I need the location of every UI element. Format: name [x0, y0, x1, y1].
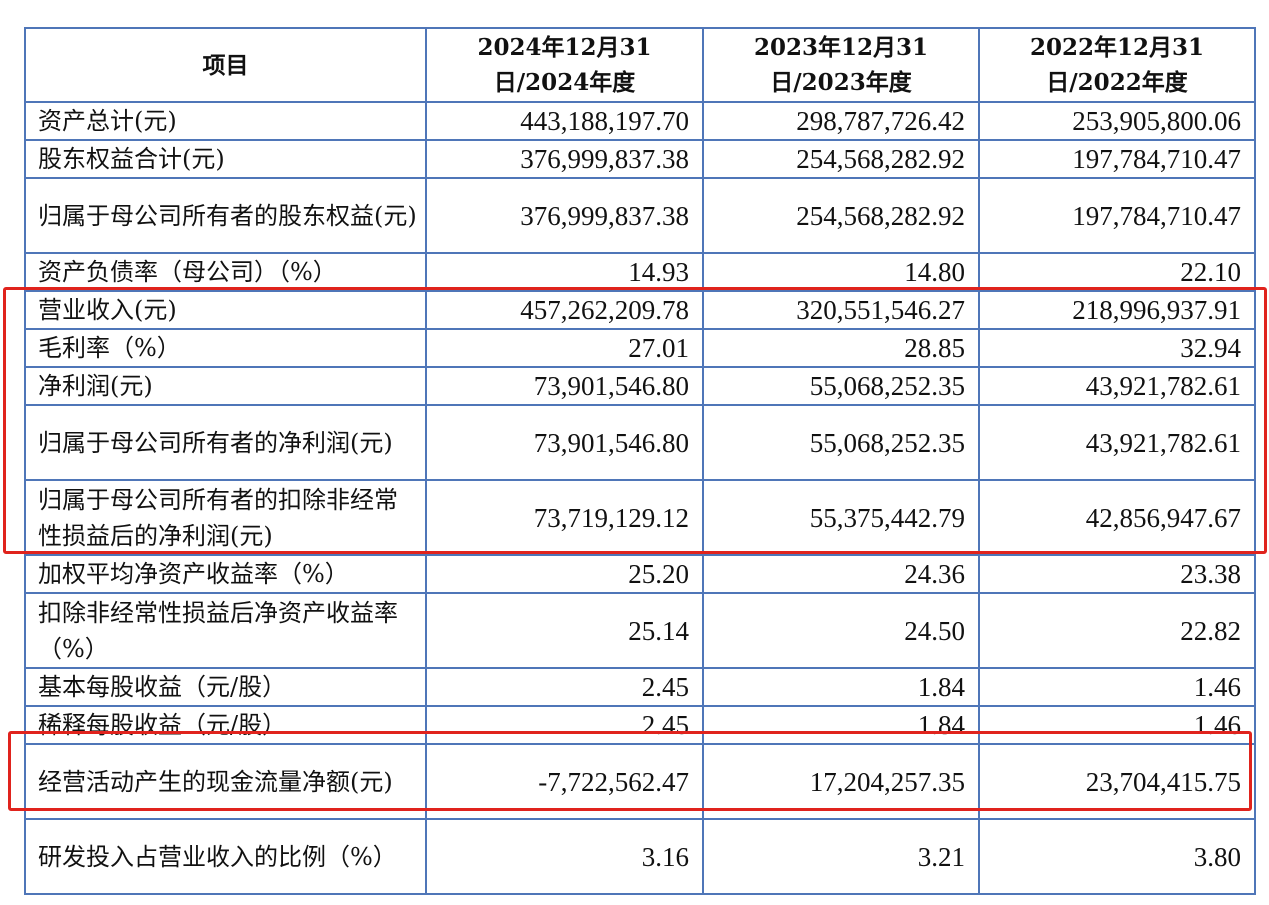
value-2023: 55,068,252.35	[702, 404, 980, 481]
row-label: 营业收入(元)	[24, 290, 427, 330]
value-2024: 376,999,837.38	[425, 139, 704, 179]
value-2024: 73,901,546.80	[425, 366, 704, 406]
value-2022: 197,784,710.47	[978, 177, 1256, 254]
value-2022: 218,996,937.91	[978, 290, 1256, 330]
value-2023: 298,787,726.42	[702, 101, 980, 141]
table-row: 营业收入(元) 457,262,209.78 320,551,546.27 21…	[24, 290, 1256, 330]
value-2022: 43,921,782.61	[978, 366, 1256, 406]
value-2023: 1.84	[702, 667, 980, 707]
table-row: 归属于母公司所有者的扣除非经常性损益后的净利润(元) 73,719,129.12…	[24, 479, 1256, 556]
value-2023: 17,204,257.35	[702, 743, 980, 820]
row-label: 经营活动产生的现金流量净额(元)	[24, 743, 427, 820]
row-label: 归属于母公司所有者的股东权益(元)	[24, 177, 427, 254]
value-2024: 73,719,129.12	[425, 479, 704, 556]
row-label: 净利润(元)	[24, 366, 427, 406]
value-2023: 1.84	[702, 705, 980, 745]
value-2023: 55,375,442.79	[702, 479, 980, 556]
value-2022: 43,921,782.61	[978, 404, 1256, 481]
table-row: 净利润(元) 73,901,546.80 55,068,252.35 43,92…	[24, 366, 1256, 406]
row-label: 归属于母公司所有者的净利润(元)	[24, 404, 427, 481]
value-2024: 443,188,197.70	[425, 101, 704, 141]
financial-data-table: 项目 2024年12月31日/2024年度 2023年12月31日/2023年度…	[24, 27, 1256, 895]
value-2022: 3.80	[978, 818, 1256, 895]
table-row: 资产负债率（母公司）（%） 14.93 14.80 22.10	[24, 252, 1256, 292]
row-label: 加权平均净资产收益率（%）	[24, 554, 427, 594]
row-label: 股东权益合计(元)	[24, 139, 427, 179]
table-row: 归属于母公司所有者的净利润(元) 73,901,546.80 55,068,25…	[24, 404, 1256, 481]
value-2023: 14.80	[702, 252, 980, 292]
header-2023: 2023年12月31日/2023年度	[702, 27, 980, 103]
header-item: 项目	[24, 27, 427, 103]
value-2024: -7,722,562.47	[425, 743, 704, 820]
value-2022: 1.46	[978, 705, 1256, 745]
value-2024: 457,262,209.78	[425, 290, 704, 330]
value-2024: 27.01	[425, 328, 704, 368]
row-label: 基本每股收益（元/股）	[24, 667, 427, 707]
table-row: 经营活动产生的现金流量净额(元) -7,722,562.47 17,204,25…	[24, 743, 1256, 820]
row-label: 归属于母公司所有者的扣除非经常性损益后的净利润(元)	[24, 479, 427, 556]
value-2024: 3.16	[425, 818, 704, 895]
value-2024: 376,999,837.38	[425, 177, 704, 254]
value-2023: 24.36	[702, 554, 980, 594]
value-2022: 22.82	[978, 592, 1256, 669]
row-label: 资产总计(元)	[24, 101, 427, 141]
value-2022: 1.46	[978, 667, 1256, 707]
table-row: 股东权益合计(元) 376,999,837.38 254,568,282.92 …	[24, 139, 1256, 179]
table-row: 加权平均净资产收益率（%） 25.20 24.36 23.38	[24, 554, 1256, 594]
value-2023: 55,068,252.35	[702, 366, 980, 406]
value-2022: 22.10	[978, 252, 1256, 292]
value-2023: 320,551,546.27	[702, 290, 980, 330]
table-row: 毛利率（%） 27.01 28.85 32.94	[24, 328, 1256, 368]
value-2024: 25.20	[425, 554, 704, 594]
value-2022: 32.94	[978, 328, 1256, 368]
value-2024: 2.45	[425, 705, 704, 745]
table-row: 基本每股收益（元/股） 2.45 1.84 1.46	[24, 667, 1256, 707]
value-2023: 24.50	[702, 592, 980, 669]
value-2024: 25.14	[425, 592, 704, 669]
value-2022: 23.38	[978, 554, 1256, 594]
value-2024: 2.45	[425, 667, 704, 707]
table-row: 扣除非经常性损益后净资产收益率（%） 25.14 24.50 22.82	[24, 592, 1256, 669]
row-label: 扣除非经常性损益后净资产收益率（%）	[24, 592, 427, 669]
table-row: 归属于母公司所有者的股东权益(元) 376,999,837.38 254,568…	[24, 177, 1256, 254]
row-label: 稀释每股收益（元/股）	[24, 705, 427, 745]
value-2023: 28.85	[702, 328, 980, 368]
value-2022: 197,784,710.47	[978, 139, 1256, 179]
value-2022: 23,704,415.75	[978, 743, 1256, 820]
header-2022: 2022年12月31日/2022年度	[978, 27, 1256, 103]
value-2022: 42,856,947.67	[978, 479, 1256, 556]
table-row: 研发投入占营业收入的比例（%） 3.16 3.21 3.80	[24, 818, 1256, 895]
table-row: 稀释每股收益（元/股） 2.45 1.84 1.46	[24, 705, 1256, 745]
row-label: 毛利率（%）	[24, 328, 427, 368]
table-row: 资产总计(元) 443,188,197.70 298,787,726.42 25…	[24, 101, 1256, 141]
value-2023: 254,568,282.92	[702, 139, 980, 179]
value-2024: 73,901,546.80	[425, 404, 704, 481]
value-2022: 253,905,800.06	[978, 101, 1256, 141]
header-2024: 2024年12月31日/2024年度	[425, 27, 704, 103]
header-row: 项目 2024年12月31日/2024年度 2023年12月31日/2023年度…	[24, 27, 1256, 103]
value-2023: 254,568,282.92	[702, 177, 980, 254]
value-2023: 3.21	[702, 818, 980, 895]
value-2024: 14.93	[425, 252, 704, 292]
row-label: 研发投入占营业收入的比例（%）	[24, 818, 427, 895]
row-label: 资产负债率（母公司）（%）	[24, 252, 427, 292]
